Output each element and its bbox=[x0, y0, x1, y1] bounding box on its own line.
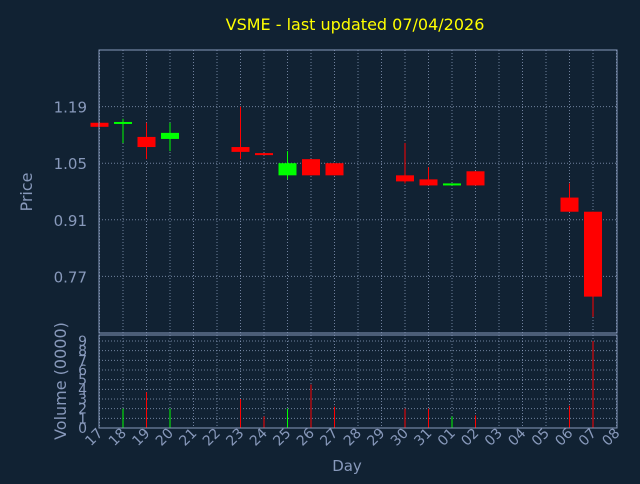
x-tick-label: 25 bbox=[270, 426, 294, 450]
x-tick-label: 26 bbox=[294, 425, 318, 449]
x-tick-label: 20 bbox=[153, 426, 177, 450]
x-tick-label: 08 bbox=[599, 426, 623, 450]
x-tick-label: 01 bbox=[435, 426, 459, 450]
x-tick-label: 06 bbox=[552, 425, 576, 449]
candle-body bbox=[255, 153, 273, 156]
volume-tick-label: 9 bbox=[78, 334, 87, 350]
volume-tick-label: 4 bbox=[78, 382, 87, 398]
x-tick-label: 30 bbox=[388, 426, 412, 450]
price-plot-frame bbox=[98, 49, 618, 334]
candle-body bbox=[302, 159, 320, 176]
x-tick-label: 29 bbox=[364, 426, 388, 450]
price-tick-label: 1.19 bbox=[54, 99, 87, 117]
candle-body bbox=[584, 211, 602, 297]
volume-tick-label: 2 bbox=[78, 402, 87, 418]
x-tick-label: 07 bbox=[576, 426, 600, 450]
candle-body bbox=[466, 171, 485, 186]
volume-tick-label: 3 bbox=[78, 392, 87, 408]
candle-body bbox=[396, 175, 414, 182]
volume-axis-label: Volume (0000) bbox=[51, 322, 70, 440]
x-tick-label: 22 bbox=[200, 426, 224, 450]
x-tick-label: 19 bbox=[129, 426, 153, 450]
candle-body bbox=[278, 163, 297, 176]
price-tick-label: 0.77 bbox=[54, 268, 87, 286]
candle-body bbox=[560, 197, 579, 212]
x-tick-label: 21 bbox=[176, 426, 200, 450]
x-tick-label: 31 bbox=[411, 426, 435, 450]
x-tick-label: 03 bbox=[482, 426, 506, 450]
candle-body bbox=[325, 163, 344, 176]
price-tick-label: 1.05 bbox=[54, 155, 87, 173]
price-candles bbox=[90, 106, 602, 317]
volume-grid bbox=[99, 335, 617, 428]
candle-body bbox=[443, 183, 461, 186]
candle-body bbox=[161, 132, 179, 139]
x-tick-label: 04 bbox=[505, 425, 529, 449]
volume-tick-label: 6 bbox=[78, 363, 87, 379]
volume-tick-label: 5 bbox=[78, 373, 87, 389]
candle-body bbox=[137, 136, 156, 148]
price-axis-label: Price bbox=[17, 172, 36, 211]
volume-plot-frame bbox=[98, 334, 618, 429]
volume-tick-label: 0 bbox=[78, 421, 87, 437]
x-tick-label: 28 bbox=[341, 426, 365, 450]
volume-bars bbox=[122, 341, 594, 428]
volume-tick-label: 1 bbox=[78, 411, 87, 427]
x-axis-label: Day bbox=[332, 457, 362, 475]
chart-title: VSME - last updated 07/04/2026 bbox=[226, 15, 485, 34]
x-tick-label: 27 bbox=[317, 426, 341, 450]
x-tick-label: 23 bbox=[223, 426, 247, 450]
volume-tick-label: 7 bbox=[78, 353, 87, 369]
x-tick-label: 18 bbox=[106, 426, 130, 450]
x-tick-label: 02 bbox=[458, 426, 482, 450]
x-tick-label: 24 bbox=[247, 425, 271, 449]
price-grid bbox=[99, 50, 617, 333]
candle-body bbox=[231, 147, 250, 152]
candle-body bbox=[114, 121, 132, 124]
volume-tick-label: 8 bbox=[78, 344, 87, 360]
price-tick-label: 0.91 bbox=[54, 212, 87, 230]
candle-body bbox=[419, 179, 438, 186]
x-tick-label: 05 bbox=[529, 426, 553, 450]
